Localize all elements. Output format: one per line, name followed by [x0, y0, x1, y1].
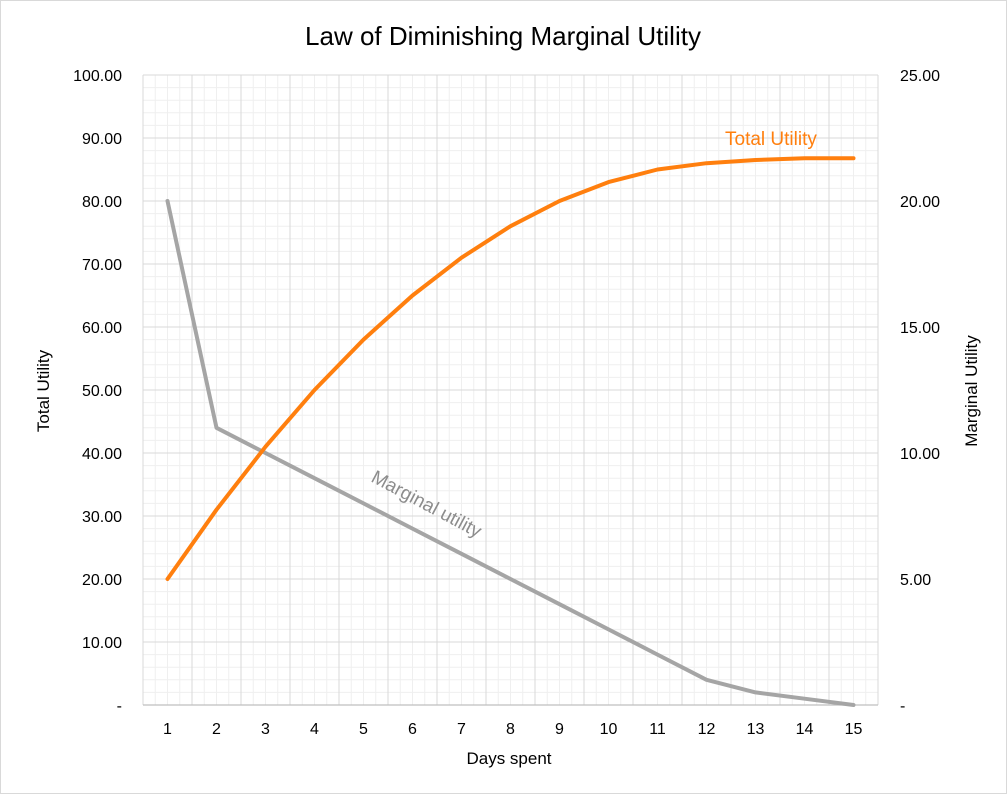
- left-y-tick-label: 60.00: [82, 320, 122, 337]
- x-axis-title: Days spent: [466, 749, 551, 768]
- right-y-axis-title: Marginal Utility: [962, 335, 981, 447]
- left-y-axis-title: Total Utility: [34, 349, 53, 432]
- left-y-tick-label: -: [117, 698, 122, 715]
- left-y-tick-label: 100.00: [73, 68, 122, 85]
- right-y-tick-label: 10.00: [900, 446, 940, 463]
- left-y-tick-label: 90.00: [82, 131, 122, 148]
- x-tick-label: 12: [698, 721, 716, 738]
- right-y-tick-label: 15.00: [900, 320, 940, 337]
- chart-title: Law of Diminishing Marginal Utility: [305, 21, 701, 51]
- left-y-tick-label: 30.00: [82, 509, 122, 526]
- x-tick-label: 1: [163, 721, 172, 738]
- x-axis-tick-labels: 1 2 3 4 5 6 7 8 9 10 11 12 13 14 15: [163, 721, 862, 738]
- x-tick-label: 6: [408, 721, 417, 738]
- x-tick-label: 7: [457, 721, 466, 738]
- x-tick-label: 3: [261, 721, 270, 738]
- x-tick-label: 10: [600, 721, 618, 738]
- right-y-tick-label: 25.00: [900, 68, 940, 85]
- x-tick-label: 4: [310, 721, 319, 738]
- left-y-tick-label: 50.00: [82, 383, 122, 400]
- x-tick-label: 11: [649, 721, 666, 738]
- x-tick-label: 13: [747, 721, 765, 738]
- right-y-tick-label: -: [900, 698, 905, 715]
- right-y-tick-label: 5.00: [900, 572, 931, 589]
- marginal-utility-line: [165, 199, 856, 707]
- x-tick-label: 14: [796, 721, 814, 738]
- left-y-tick-label: 20.00: [82, 572, 122, 589]
- left-y-tick-label: 70.00: [82, 257, 122, 274]
- x-tick-label: 5: [359, 721, 368, 738]
- x-tick-label: 9: [555, 721, 564, 738]
- total-utility-series-label: Total Utility: [725, 129, 817, 150]
- left-y-axis-tick-labels: - 10.00 20.00 30.00 40.00 50.00 60.00 70.00 80.0…: [73, 68, 122, 715]
- left-y-tick-label: 80.00: [82, 194, 122, 211]
- x-tick-label: 15: [845, 721, 863, 738]
- left-y-tick-label: 10.00: [82, 635, 122, 652]
- series-layer: [165, 156, 856, 707]
- x-tick-label: 8: [506, 721, 515, 738]
- total-utility-line: [165, 156, 856, 581]
- right-y-axis-tick-labels: - 5.00 10.00 15.00 20.00 25.00: [900, 68, 940, 715]
- right-y-tick-label: 20.00: [900, 194, 940, 211]
- x-tick-label: 2: [212, 721, 221, 738]
- left-y-tick-label: 40.00: [82, 446, 122, 463]
